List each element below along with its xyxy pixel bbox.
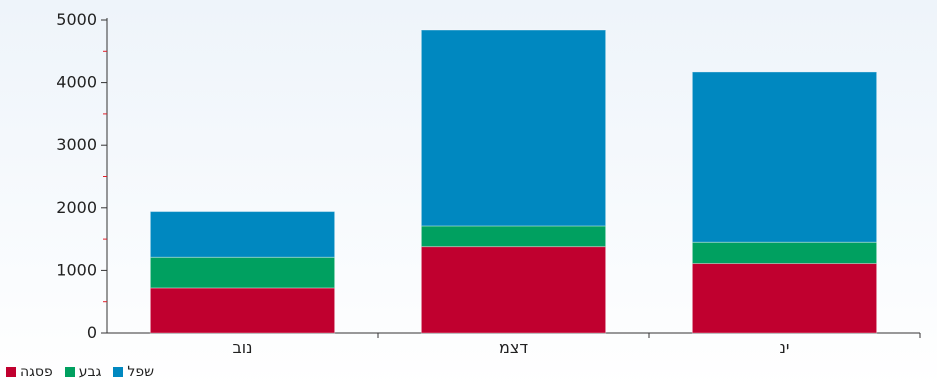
x-tick-label: ינ <box>780 338 790 357</box>
legend-label: שפל <box>127 364 155 380</box>
y-tick-label: 0 <box>87 323 97 342</box>
legend-label: פסגה <box>20 364 53 380</box>
y-tick-label: 5000 <box>56 10 97 29</box>
y-tick-label: 1000 <box>56 260 97 279</box>
x-tick-label: דצמ <box>499 338 528 357</box>
bar-segment <box>149 287 336 334</box>
bar-segment <box>691 71 878 243</box>
legend-item: גבע <box>64 364 102 380</box>
bar-segment <box>691 263 878 334</box>
legend-item: שפל <box>113 364 154 380</box>
y-tick-label: 2000 <box>56 198 97 217</box>
bar-segment <box>149 256 336 289</box>
y-tick-label: 4000 <box>56 73 97 92</box>
bar-segment <box>420 29 607 227</box>
legend: פסגה גבע שפל <box>6 364 154 380</box>
bar-segment <box>420 246 607 334</box>
legend-swatch <box>113 367 124 377</box>
bar-segment <box>149 211 336 258</box>
bar-segment <box>691 241 878 265</box>
y-tick-label: 3000 <box>56 135 97 154</box>
x-tick-label: נוב <box>232 338 252 357</box>
bar-segment <box>420 225 607 248</box>
legend-swatch <box>6 367 16 377</box>
legend-label: גבע <box>78 364 102 380</box>
legend-swatch <box>64 367 75 377</box>
legend-item: פסגה <box>6 364 53 380</box>
